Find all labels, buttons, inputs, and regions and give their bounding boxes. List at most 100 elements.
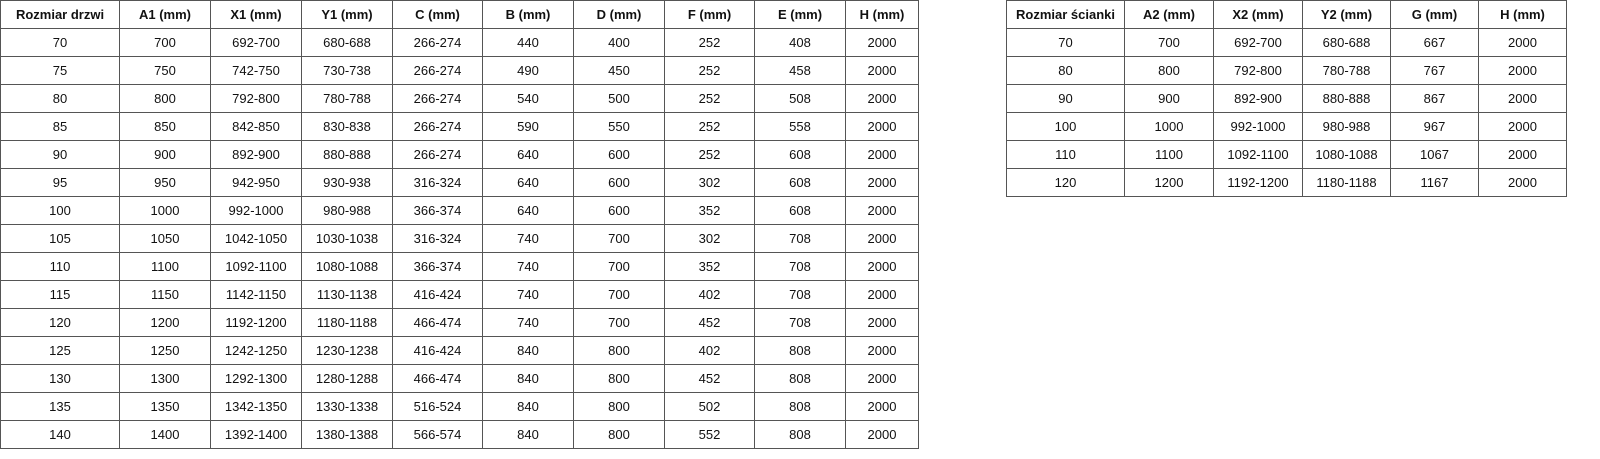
table-cell: 850	[119, 112, 211, 141]
table-row: 105 1050 1042-1050 1030-1038 316-324 740 700 30…	[0, 224, 919, 253]
table-cell: 767	[1390, 56, 1479, 85]
table-cell: 416-424	[392, 336, 483, 365]
table-cell: 1067	[1390, 140, 1479, 169]
table-cell: 266-274	[392, 28, 483, 57]
table-cell: 842-850	[210, 112, 302, 141]
table-cell: 950	[119, 168, 211, 197]
table-cell: 100	[0, 196, 120, 225]
table-cell: 100	[1006, 112, 1125, 141]
table-cell: 2000	[845, 112, 919, 141]
table-cell: 352	[664, 196, 755, 225]
table-row: 120 1200 1192-1200 1180-1188 1167 2000	[1006, 168, 1567, 197]
table-cell: 135	[0, 392, 120, 421]
table-cell: 1380-1388	[301, 420, 393, 449]
table-cell: 1292-1300	[210, 364, 302, 393]
table-cell: 1250	[119, 336, 211, 365]
table-cell: 316-324	[392, 224, 483, 253]
table-cell: 408	[754, 28, 846, 57]
table-cell: 508	[754, 84, 846, 113]
table-cell: 808	[754, 392, 846, 421]
table-cell: 552	[664, 420, 755, 449]
table-cell: 466-474	[392, 364, 483, 393]
table-cell: 1180-1188	[301, 308, 393, 337]
table-cell: 2000	[845, 252, 919, 281]
table-cell: 708	[754, 224, 846, 253]
table-cell: 840	[482, 336, 574, 365]
table-cell: 80	[0, 84, 120, 113]
table-row: 135 1350 1342-1350 1330-1338 516-524 840 800 50…	[0, 392, 919, 421]
table-cell: 2000	[1478, 56, 1567, 85]
table-row: 70 700 692-700 680-688 667 2000	[1006, 28, 1567, 57]
table-cell: 2000	[845, 28, 919, 57]
table-cell: 892-900	[1213, 84, 1303, 113]
table-cell: 402	[664, 336, 755, 365]
table-cell: 740	[482, 280, 574, 309]
table-cell: 930-938	[301, 168, 393, 197]
table-cell: 266-274	[392, 56, 483, 85]
table-cell: 967	[1390, 112, 1479, 141]
table-cell: 516-524	[392, 392, 483, 421]
table-cell: 95	[0, 168, 120, 197]
table-cell: 352	[664, 252, 755, 281]
table-cell: 1350	[119, 392, 211, 421]
table-cell: 70	[1006, 28, 1125, 57]
table-cell: 2000	[1478, 168, 1567, 197]
table-cell: 120	[1006, 168, 1125, 197]
table-cell: 800	[573, 364, 665, 393]
table-cell: 1142-1150	[210, 280, 302, 309]
table-row: 85 850 842-850 830-838 266-274 590 550 252 558 20…	[0, 112, 919, 141]
table-row: 90 900 892-900 880-888 266-274 640 600 252 608 20…	[0, 140, 919, 169]
table-cell: 400	[573, 28, 665, 57]
table-cell: 892-900	[210, 140, 302, 169]
table-cell: 2000	[845, 196, 919, 225]
table-row: 95 950 942-950 930-938 316-324 640 600 302 608 20…	[0, 168, 919, 197]
table-row: 80 800 792-800 780-788 266-274 540 500 252 508 20…	[0, 84, 919, 113]
table-cell: 600	[573, 168, 665, 197]
column-header: H (mm)	[1478, 0, 1567, 29]
table-cell: 252	[664, 28, 755, 57]
table-cell: 740	[482, 252, 574, 281]
table-cell: 840	[482, 392, 574, 421]
table-cell: 1100	[1124, 140, 1214, 169]
table-cell: 1000	[119, 196, 211, 225]
table-cell: 740	[482, 308, 574, 337]
table-cell: 692-700	[1213, 28, 1303, 57]
table-cell: 800	[1124, 56, 1214, 85]
table-cell: 1080-1088	[1302, 140, 1391, 169]
table-row: 120 1200 1192-1200 1180-1188 466-474 740 700 45…	[0, 308, 919, 337]
table-cell: 608	[754, 168, 846, 197]
table-cell: 708	[754, 280, 846, 309]
table-cell: 800	[573, 336, 665, 365]
table-cell: 120	[0, 308, 120, 337]
column-header: B (mm)	[482, 0, 574, 29]
column-header: Rozmiar drzwi	[0, 0, 120, 29]
table-cell: 90	[0, 140, 120, 169]
table-cell: 2000	[845, 224, 919, 253]
table-cell: 2000	[845, 308, 919, 337]
table-cell: 840	[482, 364, 574, 393]
table-cell: 900	[1124, 84, 1214, 113]
table-cell: 1400	[119, 420, 211, 449]
table-cell: 252	[664, 112, 755, 141]
table-row: 80 800 792-800 780-788 767 2000	[1006, 56, 1567, 85]
door-dimensions-table: Rozmiar drzwi A1 (mm) X1 (mm) Y1 (mm) C (mm)…	[0, 0, 919, 449]
table-cell: 700	[573, 280, 665, 309]
table-cell: 416-424	[392, 280, 483, 309]
table-cell: 792-800	[210, 84, 302, 113]
table-cell: 302	[664, 168, 755, 197]
table-cell: 740	[482, 224, 574, 253]
table-cell: 800	[119, 84, 211, 113]
table-cell: 640	[482, 168, 574, 197]
table-cell: 140	[0, 420, 120, 449]
table-cell: 608	[754, 140, 846, 169]
table-cell: 252	[664, 84, 755, 113]
table-cell: 992-1000	[1213, 112, 1303, 141]
table-cell: 2000	[845, 84, 919, 113]
table-cell: 1130-1138	[301, 280, 393, 309]
table-cell: 266-274	[392, 112, 483, 141]
table-cell: 640	[482, 140, 574, 169]
table-row: 90 900 892-900 880-888 867 2000	[1006, 84, 1567, 113]
table-cell: 942-950	[210, 168, 302, 197]
column-header: A2 (mm)	[1124, 0, 1214, 29]
table-cell: 2000	[1478, 112, 1567, 141]
